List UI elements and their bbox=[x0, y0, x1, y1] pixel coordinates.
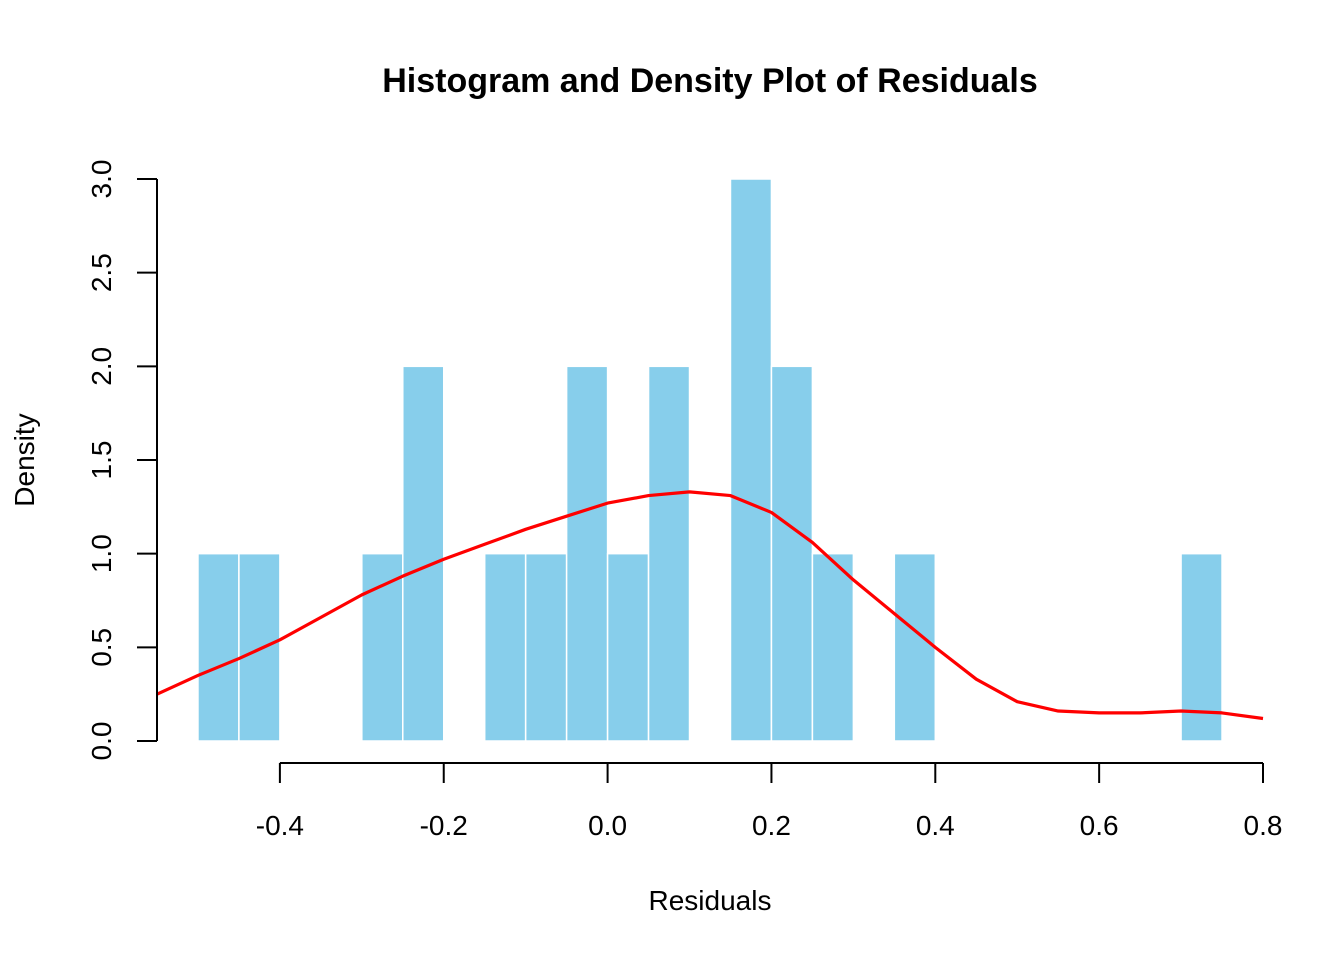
y-tick-label: 1.0 bbox=[86, 534, 117, 573]
histogram-bar bbox=[893, 552, 937, 742]
histogram-bar bbox=[729, 178, 773, 742]
histogram-bar bbox=[197, 552, 240, 742]
histogram-bar bbox=[361, 552, 404, 742]
x-tick-label: 0.4 bbox=[916, 810, 955, 841]
x-tick-label: 0.0 bbox=[588, 810, 627, 841]
x-axis-label: Residuals bbox=[649, 885, 772, 916]
x-tick-label: 0.8 bbox=[1244, 810, 1283, 841]
histogram-bar bbox=[402, 365, 445, 742]
x-tick-label: -0.2 bbox=[420, 810, 468, 841]
y-tick-label: 2.0 bbox=[86, 347, 117, 386]
y-tick-label: 1.5 bbox=[86, 441, 117, 480]
x-tick-label: -0.4 bbox=[256, 810, 304, 841]
histogram-bars bbox=[197, 178, 1223, 742]
density-curve bbox=[156, 490, 1264, 721]
histogram-bar bbox=[565, 365, 609, 742]
histogram-bar bbox=[770, 365, 814, 742]
y-axis: 0.0 0.5 1.0 1.5 2.0 2.5 3.0 bbox=[86, 160, 158, 761]
chart-title: Histogram and Density Plot of Residuals bbox=[382, 62, 1038, 100]
x-tick-label: 0.6 bbox=[1080, 810, 1119, 841]
y-tick-label: 0.5 bbox=[86, 628, 117, 667]
histogram-bar bbox=[647, 365, 691, 742]
y-tick-label: 3.0 bbox=[86, 160, 117, 199]
x-axis: -0.4 -0.2 0.0 0.2 0.4 0.6 0.8 bbox=[256, 762, 1283, 841]
x-tick-label: 0.2 bbox=[752, 810, 791, 841]
y-axis-label: Density bbox=[9, 413, 40, 506]
histogram-bar bbox=[606, 552, 650, 742]
histogram-bar bbox=[524, 552, 568, 742]
histogram-bar bbox=[811, 552, 855, 742]
histogram-bar bbox=[483, 552, 527, 742]
y-tick-label: 2.5 bbox=[86, 253, 117, 292]
y-tick-label: 0.0 bbox=[86, 722, 117, 761]
histogram-bar bbox=[238, 552, 281, 742]
